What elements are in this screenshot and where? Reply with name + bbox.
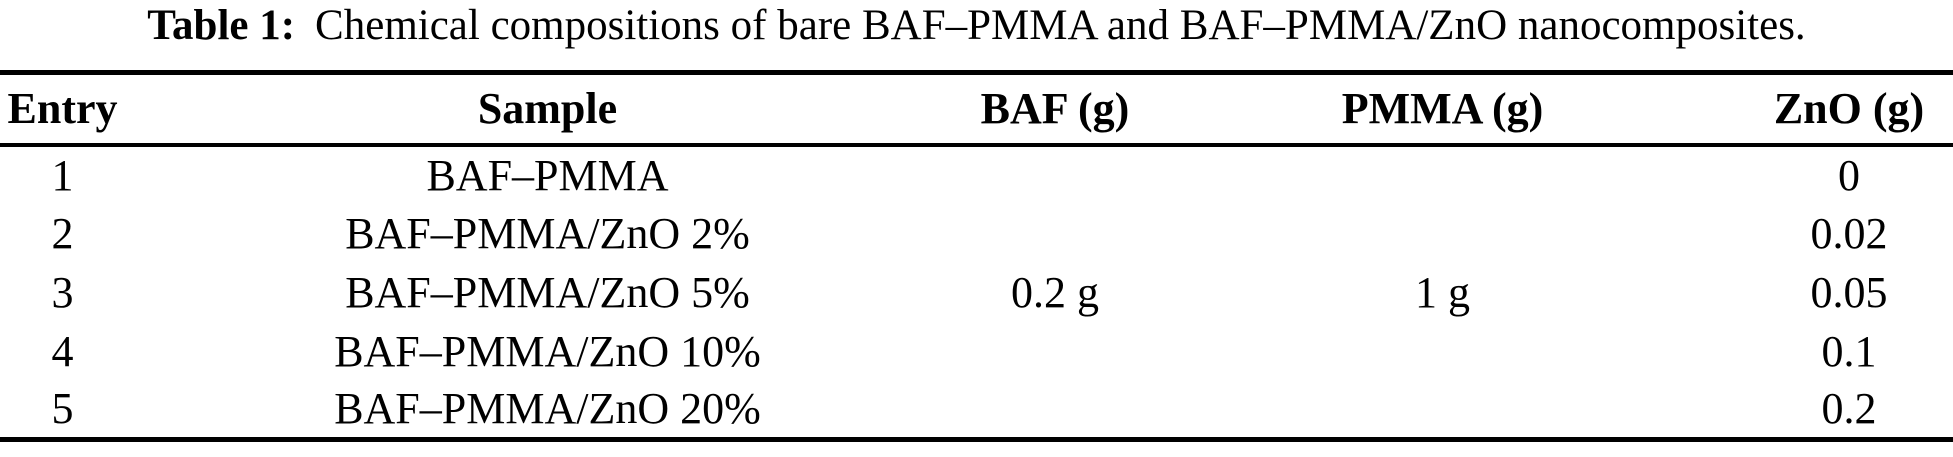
table-row: 3 BAF–PMMA/ZnO 5% 0.2 g 1 g 0.05 — [0, 263, 1953, 322]
col-header-pmma: PMMA (g) — [1140, 72, 1745, 147]
cell-sample: BAF–PMMA/ZnO 2% — [345, 208, 750, 258]
cell-pmma: 1 g — [1415, 267, 1470, 317]
cell-baf — [970, 145, 1140, 204]
table-caption: Table 1: Chemical compositions of bare BA… — [0, 0, 1953, 50]
cell-entry: 1 — [51, 150, 74, 200]
table-caption-label: Table 1: — [147, 2, 296, 49]
cell-zno: 0 — [1838, 150, 1860, 200]
cell-sample: BAF–PMMA/ZnO 20% — [334, 384, 761, 434]
cell-entry: 5 — [51, 384, 74, 434]
table-row: 5 BAF–PMMA/ZnO 20% 0.2 — [0, 381, 1953, 440]
compositions-table: Entry Sample BAF (g) PMMA (g) ZnO (g) 1 … — [0, 70, 1953, 442]
col-header-zno: ZnO (g) — [1745, 72, 1953, 147]
table-row: 2 BAF–PMMA/ZnO 2% 0.02 — [0, 204, 1953, 263]
col-header-baf: BAF (g) — [970, 72, 1140, 147]
cell-baf — [970, 381, 1140, 440]
table-row: 4 BAF–PMMA/ZnO 10% 0.1 — [0, 322, 1953, 381]
cell-pmma — [1140, 381, 1745, 440]
table-header-row: Entry Sample BAF (g) PMMA (g) ZnO (g) — [0, 72, 1953, 147]
cell-baf — [970, 322, 1140, 381]
cell-pmma — [1140, 145, 1745, 204]
cell-entry: 3 — [51, 267, 74, 317]
cell-sample: BAF–PMMA — [426, 150, 669, 200]
cell-entry: 2 — [51, 208, 74, 258]
cell-zno: 0.2 — [1821, 384, 1877, 434]
cell-sample: BAF–PMMA/ZnO 10% — [334, 326, 761, 376]
cell-sample: BAF–PMMA/ZnO 5% — [345, 267, 750, 317]
cell-pmma — [1140, 322, 1745, 381]
col-header-entry: Entry — [0, 72, 125, 147]
col-header-sample: Sample — [125, 72, 970, 147]
table-caption-text: Chemical compositions of bare BAF–PMMA a… — [315, 2, 1806, 49]
cell-pmma — [1140, 204, 1745, 263]
cell-zno: 0.1 — [1821, 326, 1877, 376]
cell-baf: 0.2 g — [1011, 267, 1099, 317]
cell-entry: 4 — [51, 326, 74, 376]
cell-baf — [970, 204, 1140, 263]
cell-zno: 0.02 — [1810, 208, 1888, 258]
cell-zno: 0.05 — [1810, 267, 1888, 317]
table-row: 1 BAF–PMMA 0 — [0, 145, 1953, 204]
